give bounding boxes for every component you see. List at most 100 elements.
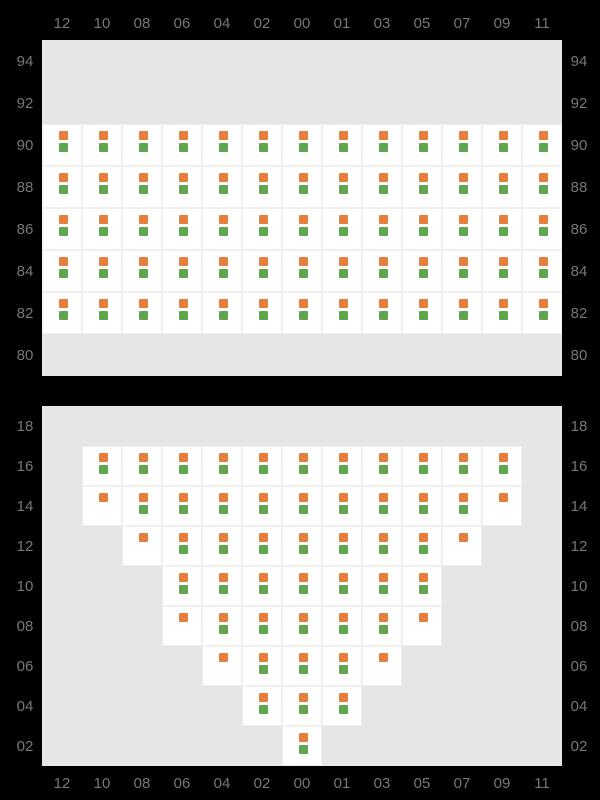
marker-green xyxy=(259,665,268,674)
col-label: 06 xyxy=(162,775,202,792)
grid-cell xyxy=(202,40,242,82)
grid-cell xyxy=(82,82,122,124)
grid-cell xyxy=(122,82,162,124)
marker-green xyxy=(459,311,468,320)
marker-green xyxy=(99,269,108,278)
marker-green xyxy=(219,185,228,194)
grid-cell xyxy=(242,124,282,166)
grid-cell xyxy=(162,124,202,166)
grid-cell xyxy=(322,526,362,566)
grid-cell xyxy=(482,250,522,292)
marker-orange xyxy=(299,453,308,462)
marker-green xyxy=(539,269,548,278)
marker-green xyxy=(499,465,508,474)
grid-cell xyxy=(442,406,482,446)
grid-cell xyxy=(362,250,402,292)
grid-cell xyxy=(322,40,362,82)
marker-orange xyxy=(139,215,148,224)
row-label: 82 xyxy=(10,292,40,334)
grid-cell xyxy=(522,406,562,446)
grid-cell xyxy=(482,486,522,526)
grid-cell xyxy=(162,486,202,526)
marker-green xyxy=(379,465,388,474)
grid-cell xyxy=(82,124,122,166)
grid-cell xyxy=(82,292,122,334)
grid-cell xyxy=(82,406,122,446)
marker-orange xyxy=(299,533,308,542)
marker-green xyxy=(299,625,308,634)
grid-cell xyxy=(402,208,442,250)
grid-cell xyxy=(402,486,442,526)
marker-green xyxy=(299,185,308,194)
marker-green xyxy=(419,227,428,236)
grid-cell xyxy=(402,334,442,376)
grid-cell xyxy=(402,526,442,566)
grid-cell xyxy=(322,446,362,486)
row-label: 04 xyxy=(10,686,40,726)
row-labels-left: 9492908886848280 xyxy=(10,40,40,376)
grid-cell xyxy=(122,606,162,646)
marker-green xyxy=(339,705,348,714)
grid-cell xyxy=(362,40,402,82)
grid-cell xyxy=(242,208,282,250)
col-label: 07 xyxy=(442,775,482,792)
grid-cell xyxy=(402,40,442,82)
marker-green xyxy=(179,585,188,594)
marker-orange xyxy=(259,653,268,662)
marker-orange xyxy=(419,453,428,462)
marker-orange xyxy=(99,493,108,502)
marker-green xyxy=(339,625,348,634)
marker-orange xyxy=(499,453,508,462)
marker-orange xyxy=(419,173,428,182)
marker-orange xyxy=(299,131,308,140)
grid-cell xyxy=(482,566,522,606)
marker-green xyxy=(219,227,228,236)
grid-cell xyxy=(202,82,242,124)
grid-cell xyxy=(202,446,242,486)
grid-cell xyxy=(282,166,322,208)
grid-cell xyxy=(202,334,242,376)
marker-orange xyxy=(339,613,348,622)
marker-green xyxy=(259,465,268,474)
grid-cell xyxy=(442,726,482,766)
grid-cell xyxy=(202,166,242,208)
grid-cell xyxy=(42,250,82,292)
marker-orange xyxy=(459,299,468,308)
grid-cell xyxy=(442,40,482,82)
marker-green xyxy=(339,665,348,674)
marker-green xyxy=(259,227,268,236)
marker-orange xyxy=(259,131,268,140)
grid-cell xyxy=(442,208,482,250)
marker-orange xyxy=(179,533,188,542)
grid-cell xyxy=(362,686,402,726)
marker-green xyxy=(499,311,508,320)
marker-orange xyxy=(259,573,268,582)
col-label: 05 xyxy=(402,775,442,792)
grid-cell xyxy=(242,486,282,526)
marker-orange xyxy=(339,493,348,502)
grid-cell xyxy=(322,208,362,250)
marker-orange xyxy=(259,533,268,542)
marker-orange xyxy=(499,299,508,308)
marker-green xyxy=(139,143,148,152)
marker-orange xyxy=(339,173,348,182)
marker-orange xyxy=(459,131,468,140)
marker-orange xyxy=(459,215,468,224)
row-label: 88 xyxy=(564,166,594,208)
grid-cell xyxy=(162,166,202,208)
row-label: 80 xyxy=(564,334,594,376)
marker-green xyxy=(179,143,188,152)
grid-cell xyxy=(522,250,562,292)
grid-cell xyxy=(202,726,242,766)
marker-orange xyxy=(179,215,188,224)
marker-green xyxy=(499,269,508,278)
grid-cell xyxy=(522,208,562,250)
marker-orange xyxy=(139,493,148,502)
grid-cell xyxy=(522,292,562,334)
marker-orange xyxy=(179,613,188,622)
grid-cell xyxy=(122,686,162,726)
marker-green xyxy=(379,505,388,514)
grid-cell xyxy=(522,526,562,566)
marker-orange xyxy=(299,693,308,702)
row-label: 14 xyxy=(564,486,594,526)
